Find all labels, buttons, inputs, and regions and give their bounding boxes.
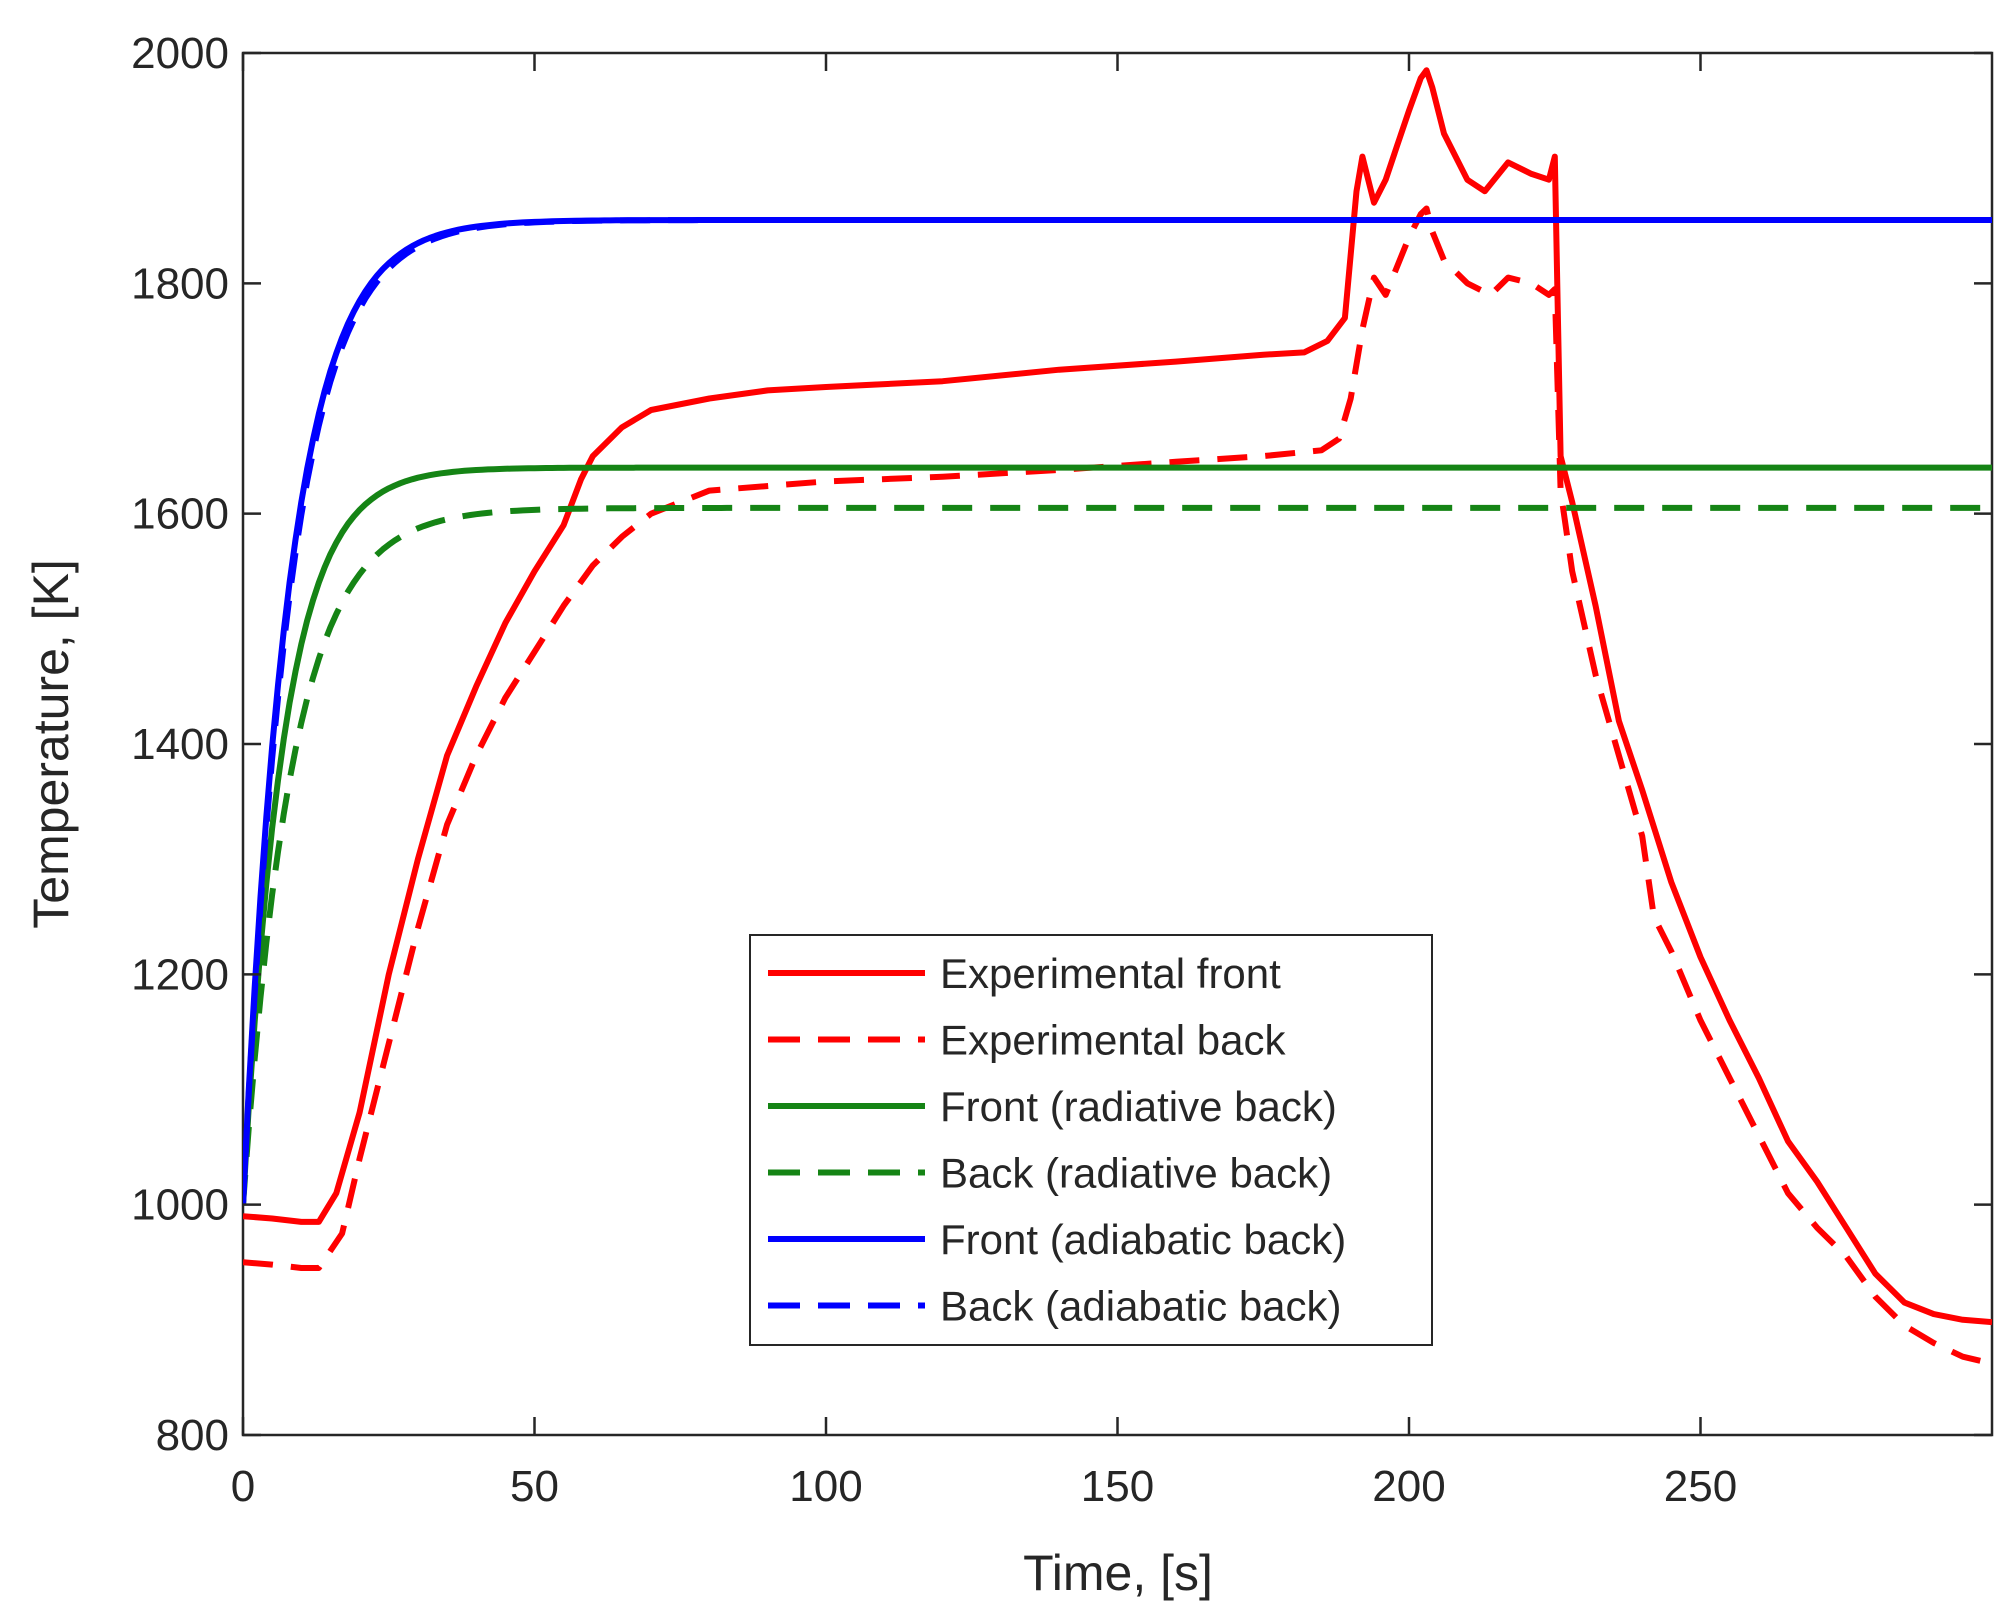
tick-layer: 0 50 100 150 200 250 800 1000 1200 1400 1600 1800 20… xyxy=(131,29,1992,1511)
x-tick-label: 200 xyxy=(1372,1462,1445,1511)
y-tick-label: 1000 xyxy=(131,1181,229,1230)
legend-items: Experimental front Experimental back Front… xyxy=(768,950,1346,1330)
legend: Experimental front Experimental back Front… xyxy=(749,934,1433,1346)
series-line-5 xyxy=(243,217,1992,1205)
x-tick-label: 250 xyxy=(1664,1462,1737,1511)
y-tick-label: 1400 xyxy=(131,720,229,769)
series-line-1 xyxy=(243,205,1992,1367)
y-tick-label: 1200 xyxy=(131,950,229,999)
series-line-0 xyxy=(243,67,1992,1326)
legend-label: Front (radiative back) xyxy=(940,1083,1337,1130)
legend-label: Front (adiabatic back) xyxy=(940,1216,1346,1263)
x-tick-label: 50 xyxy=(510,1462,559,1511)
x-axis-title: Time, [s] xyxy=(1023,1545,1213,1601)
y-axis-title: Temperature, [K] xyxy=(23,559,79,929)
y-tick-label: 2000 xyxy=(131,29,229,78)
legend-label: Experimental front xyxy=(940,950,1281,997)
series-layer xyxy=(243,67,1992,1367)
legend-label: Back (radiative back) xyxy=(940,1150,1332,1197)
x-tick-label: 100 xyxy=(789,1462,862,1511)
series-line-2 xyxy=(243,464,1992,1205)
series-line-3 xyxy=(243,504,1992,1205)
y-tick-label: 1800 xyxy=(131,259,229,308)
legend-label: Experimental back xyxy=(940,1017,1286,1064)
x-tick-label: 0 xyxy=(231,1462,255,1511)
legend-label: Back (adiabatic back) xyxy=(940,1283,1342,1330)
x-tick-label: 150 xyxy=(1081,1462,1154,1511)
y-tick-label: 800 xyxy=(156,1411,229,1460)
legend-box xyxy=(749,934,1433,1346)
y-tick-label: 1600 xyxy=(131,490,229,539)
